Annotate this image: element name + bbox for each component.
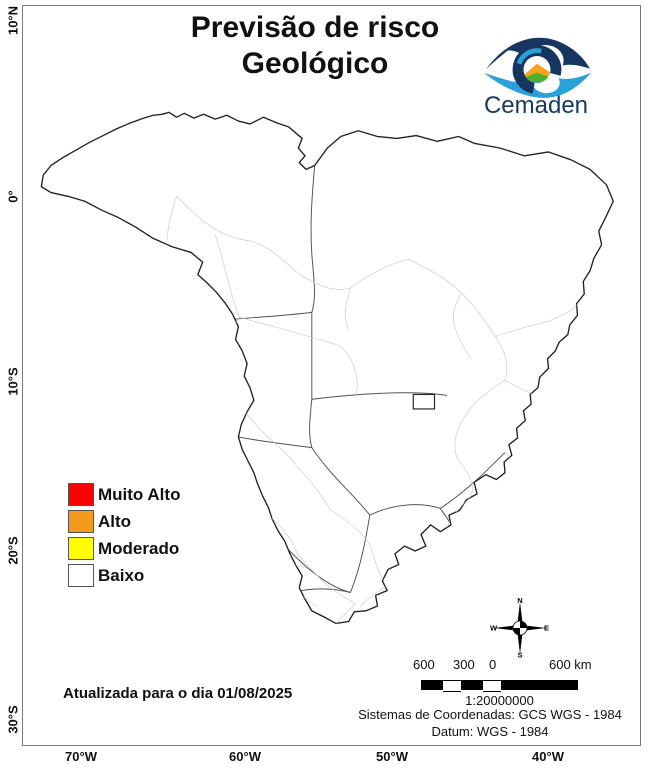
svg-text:N: N — [517, 598, 522, 605]
svg-text:S: S — [517, 651, 522, 659]
svg-text:E: E — [544, 624, 549, 633]
svg-text:W: W — [490, 624, 498, 633]
